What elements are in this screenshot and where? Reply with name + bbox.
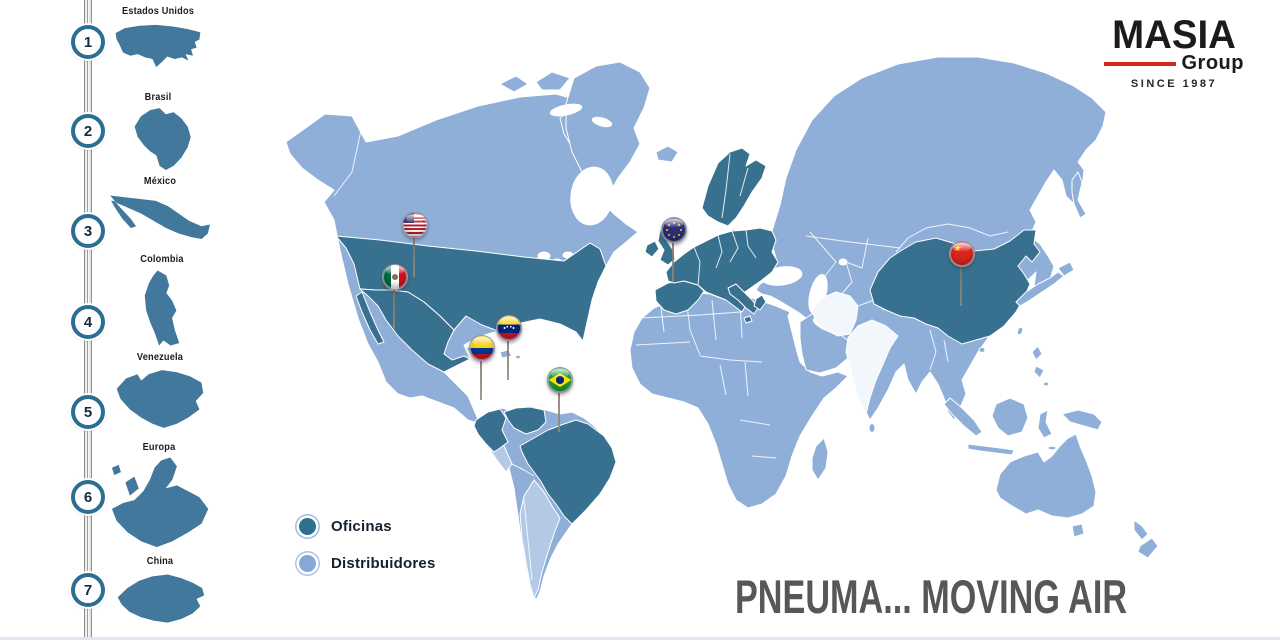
map-pin-usa[interactable] [402, 212, 428, 277]
sidebar-item-europa: Europa [100, 442, 218, 550]
map-pin-venezuela[interactable] [496, 315, 522, 380]
pin-stem [960, 262, 962, 306]
brand-logo-row: Group [1104, 52, 1244, 75]
bottom-divider [0, 637, 1280, 640]
country-label: Estados Unidos [121, 6, 195, 17]
brasil-silhouette [134, 108, 191, 170]
step-circle-1: 1 [71, 25, 105, 59]
mexico-silhouette [110, 195, 210, 239]
legend-row-offices: Oficinas [294, 514, 435, 538]
sidebar-item-estados-unidos: Estados Unidos [100, 6, 216, 72]
step-number: 5 [83, 403, 93, 421]
usa-flag-icon [402, 212, 428, 238]
distributors-dot-icon [299, 554, 316, 572]
pin-stem [507, 336, 509, 380]
sidebar-item-brasil: Brasil [112, 92, 204, 172]
pin-stem [672, 238, 674, 282]
legend-label: Distribuidores [331, 554, 436, 572]
map-pin-china[interactable]: ★ [949, 241, 975, 306]
legend-label: Oficinas [331, 517, 392, 535]
offices-dot-icon [299, 517, 316, 535]
brand-red-line [1104, 61, 1176, 66]
step-circle-6: 6 [71, 480, 105, 514]
step-number: 3 [83, 222, 93, 240]
step-circle-4: 4 [71, 305, 105, 339]
step-circle-7: 7 [71, 573, 105, 607]
step-number: 1 [83, 33, 93, 51]
step-circle-5: 5 [71, 395, 105, 429]
sidebar-item-colombia: Colombia [122, 254, 202, 348]
china-flag-icon: ★ [949, 241, 975, 267]
brand-sub: Group [1181, 52, 1244, 74]
step-circle-3: 3 [71, 214, 105, 248]
pin-stem [393, 285, 395, 329]
tagline: PNEUMA... MOVING AIR [735, 570, 1128, 624]
colombia-flag-icon [469, 335, 495, 361]
map-pin-brasil[interactable] [547, 367, 573, 432]
step-circle-2: 2 [71, 114, 105, 148]
country-label: Brasil [144, 92, 172, 103]
pin-stem [413, 233, 415, 277]
sidebar-item-venezuela: Venezuela [110, 352, 210, 432]
venezuela-silhouette [116, 370, 204, 428]
map-pin-colombia[interactable] [469, 335, 495, 400]
brasil-flag-icon [547, 367, 573, 393]
country-label: Europa [142, 442, 176, 453]
map-pin-europa[interactable] [661, 217, 687, 282]
country-label: China [146, 556, 174, 567]
step-number: 7 [83, 581, 93, 599]
usa-silhouette [115, 24, 201, 68]
country-label: Colombia [140, 254, 184, 265]
map-pin-mexico[interactable] [382, 264, 408, 329]
step-number: 4 [83, 313, 93, 331]
europa-silhouette [111, 457, 209, 548]
sidebar-item-mexico: México [102, 176, 218, 248]
sidebar-item-china: China [108, 556, 212, 628]
country-label: Venezuela [136, 352, 184, 363]
pin-stem [558, 388, 560, 432]
china-silhouette [117, 574, 205, 623]
colombia-silhouette [144, 270, 180, 346]
step-number: 6 [83, 488, 93, 506]
country-label: México [143, 176, 177, 187]
europe-flag-icon [661, 217, 687, 243]
brand-logo: MASIA Group SINCE 1987 [1104, 14, 1244, 90]
mexico-flag-icon [382, 264, 408, 290]
brand-since: SINCE 1987 [1130, 78, 1218, 90]
venezuela-flag-icon [496, 315, 522, 341]
legend-row-distributors: Distribuidores [294, 551, 435, 575]
legend: Oficinas Distribuidores [294, 514, 435, 588]
pin-stem [480, 356, 482, 400]
step-number: 2 [83, 122, 93, 140]
brand-name: MASIA [1112, 13, 1236, 57]
